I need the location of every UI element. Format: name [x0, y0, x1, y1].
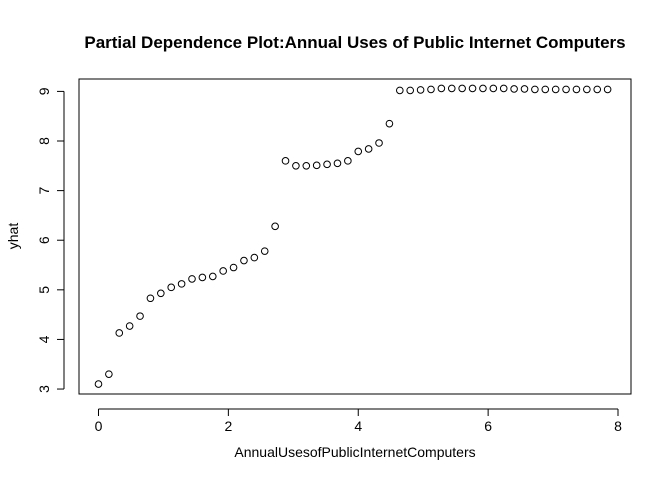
y-tick-label: 4 — [36, 335, 52, 343]
data-point — [562, 85, 570, 94]
data-point — [427, 85, 435, 94]
data-point — [468, 84, 477, 93]
y-tick-label: 7 — [36, 187, 52, 195]
data-point — [333, 159, 342, 168]
y-tick-label: 9 — [36, 87, 52, 95]
data-point — [447, 84, 456, 93]
y-tick-label: 6 — [36, 236, 52, 244]
y-axis: 3 4 5 6 7 8 9 — [36, 87, 65, 393]
data-point — [281, 157, 290, 165]
data-point — [520, 85, 529, 93]
data-point — [531, 85, 539, 94]
data-point — [416, 86, 425, 94]
data-point — [136, 312, 144, 320]
data-point — [479, 84, 487, 93]
data-point — [375, 139, 383, 147]
data-point — [302, 162, 311, 170]
data-point — [603, 85, 612, 94]
x-axis: 0 2 4 6 8 — [95, 408, 622, 434]
data-point — [229, 263, 238, 272]
data-point — [125, 322, 134, 330]
x-axis-label: AnnualUsesofPublicInternetComputers — [234, 444, 475, 460]
y-tick-label: 5 — [36, 286, 52, 294]
plot-frame — [78, 78, 632, 395]
data-point — [271, 222, 279, 231]
x-tick-label: 2 — [224, 418, 232, 434]
data-point — [250, 253, 259, 262]
x-tick-label: 6 — [484, 418, 492, 434]
y-tick-label: 3 — [36, 385, 52, 393]
y-axis-label: yhat — [5, 223, 21, 250]
data-point — [437, 84, 446, 93]
data-point — [510, 85, 518, 93]
x-tick-label: 4 — [354, 418, 362, 434]
data-point — [208, 272, 217, 281]
data-point — [240, 256, 248, 265]
data-point — [572, 85, 581, 94]
data-point — [406, 86, 415, 95]
data-point — [593, 85, 602, 94]
data-point — [312, 161, 321, 170]
data-point — [177, 280, 186, 288]
data-point — [188, 275, 196, 283]
data-point — [396, 86, 404, 95]
data-point — [354, 147, 363, 156]
data-points — [94, 84, 612, 388]
data-point — [541, 85, 550, 94]
data-point — [219, 267, 227, 275]
data-point — [292, 162, 300, 170]
data-point — [344, 157, 352, 165]
data-point — [364, 145, 373, 153]
chart-title: Partial Dependence Plot:Annual Uses of P… — [84, 33, 625, 52]
x-tick-label: 8 — [614, 418, 622, 434]
data-point — [157, 289, 165, 298]
data-point — [167, 283, 176, 292]
data-point — [385, 119, 394, 128]
y-tick-label: 8 — [36, 137, 52, 145]
data-point — [489, 84, 498, 93]
x-tick-label: 0 — [95, 418, 103, 434]
data-point — [323, 160, 331, 169]
data-point — [94, 380, 103, 388]
data-point — [146, 294, 155, 303]
data-point — [115, 329, 124, 337]
data-point — [198, 273, 207, 282]
data-point — [458, 84, 466, 93]
data-point — [499, 84, 508, 93]
data-point — [583, 85, 591, 94]
data-point — [105, 370, 113, 378]
data-point — [260, 247, 269, 255]
data-point — [551, 85, 560, 94]
